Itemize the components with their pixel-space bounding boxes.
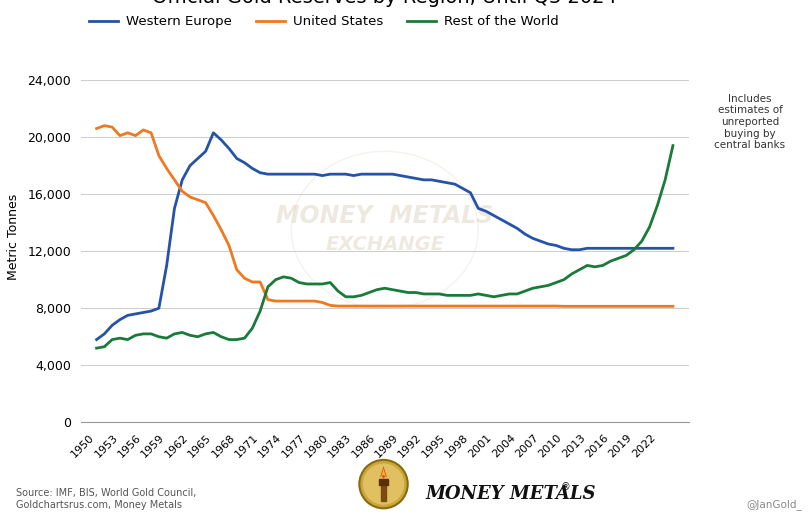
Circle shape [360,460,407,508]
Circle shape [363,464,404,505]
Text: MONEY METALS: MONEY METALS [425,486,595,503]
Y-axis label: Metric Tonnes: Metric Tonnes [7,194,20,280]
Text: Includes
estimates of
unreported
buying by
central banks: Includes estimates of unreported buying … [714,94,786,150]
Text: ®: ® [561,482,570,492]
Bar [382,483,386,501]
Text: EXCHANGE: EXCHANGE [325,234,445,253]
Title: Official Gold Reserves by Region, Until Q3 2024: Official Gold Reserves by Region, Until … [152,0,617,7]
Text: @JanGold_: @JanGold_ [746,499,802,510]
Polygon shape [380,466,387,479]
Polygon shape [382,469,386,476]
Legend: Western Europe, United States, Rest of the World: Western Europe, United States, Rest of t… [84,10,564,33]
Text: Source: IMF, BIS, World Gold Council,
Goldchartsrus.com, Money Metals: Source: IMF, BIS, World Gold Council, Go… [16,488,197,510]
Bar [379,479,388,485]
Text: MONEY  METALS: MONEY METALS [276,203,493,228]
